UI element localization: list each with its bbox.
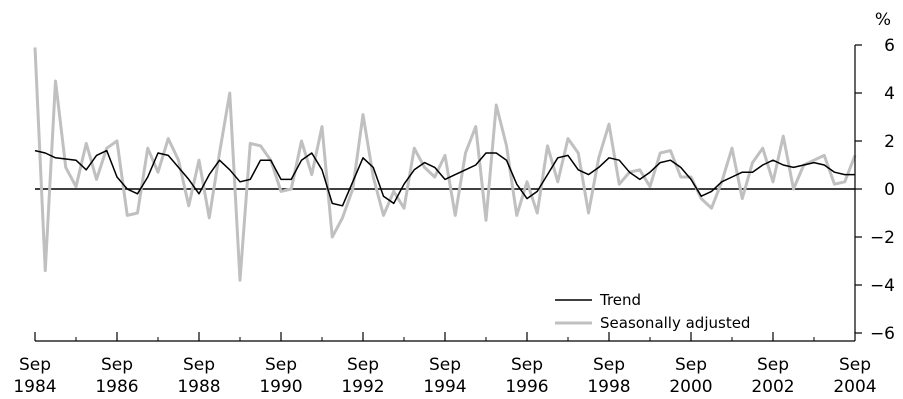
x-axis: Sep1984Sep1986Sep1988Sep1990Sep1992Sep19… [13, 332, 877, 397]
legend-label-seasonally-adjusted: Seasonally adjusted [600, 314, 750, 332]
x-tick-year-label: 2002 [751, 377, 794, 397]
x-tick-month-label: Sep [19, 355, 51, 375]
x-tick-month-label: Sep [839, 355, 871, 375]
x-tick-month-label: Sep [675, 355, 707, 375]
y-tick-label: 0 [884, 180, 895, 200]
x-tick-month-label: Sep [265, 355, 297, 375]
x-tick-month-label: Sep [183, 355, 215, 375]
x-tick-year-label: 2000 [669, 377, 712, 397]
x-tick-year-label: 1984 [13, 377, 56, 397]
y-axis: % 6 4 2 0 −2 −4 −6 [854, 10, 895, 344]
x-tick-year-label: 1994 [423, 377, 466, 397]
legend: Trend Seasonally adjusted [555, 291, 750, 332]
legend-label-trend: Trend [599, 291, 641, 309]
y-tick-label: 6 [884, 36, 895, 56]
y-tick-label: −6 [870, 324, 895, 344]
x-tick-year-label: 1998 [587, 377, 630, 397]
x-tick-year-label: 1988 [177, 377, 220, 397]
seasonally-adjusted-line [33, 47, 857, 282]
x-tick-year-label: 1990 [259, 377, 302, 397]
x-tick-month-label: Sep [347, 355, 379, 375]
x-tick-year-label: 1996 [505, 377, 548, 397]
x-tick-year-label: 1992 [341, 377, 384, 397]
x-tick-year-label: 2004 [833, 377, 876, 397]
y-tick-label: −4 [870, 276, 895, 296]
plot-area [33, 47, 857, 282]
trend-line [34, 149, 855, 207]
y-axis-unit-label: % [875, 10, 891, 30]
x-tick-year-label: 1986 [95, 377, 138, 397]
y-tick-label: −2 [870, 228, 895, 248]
x-tick-month-label: Sep [757, 355, 789, 375]
x-tick-month-label: Sep [101, 355, 133, 375]
x-tick-month-label: Sep [593, 355, 625, 375]
x-tick-month-label: Sep [511, 355, 543, 375]
x-tick-month-label: Sep [429, 355, 461, 375]
y-tick-label: 2 [884, 132, 895, 152]
y-tick-label: 4 [884, 84, 895, 104]
